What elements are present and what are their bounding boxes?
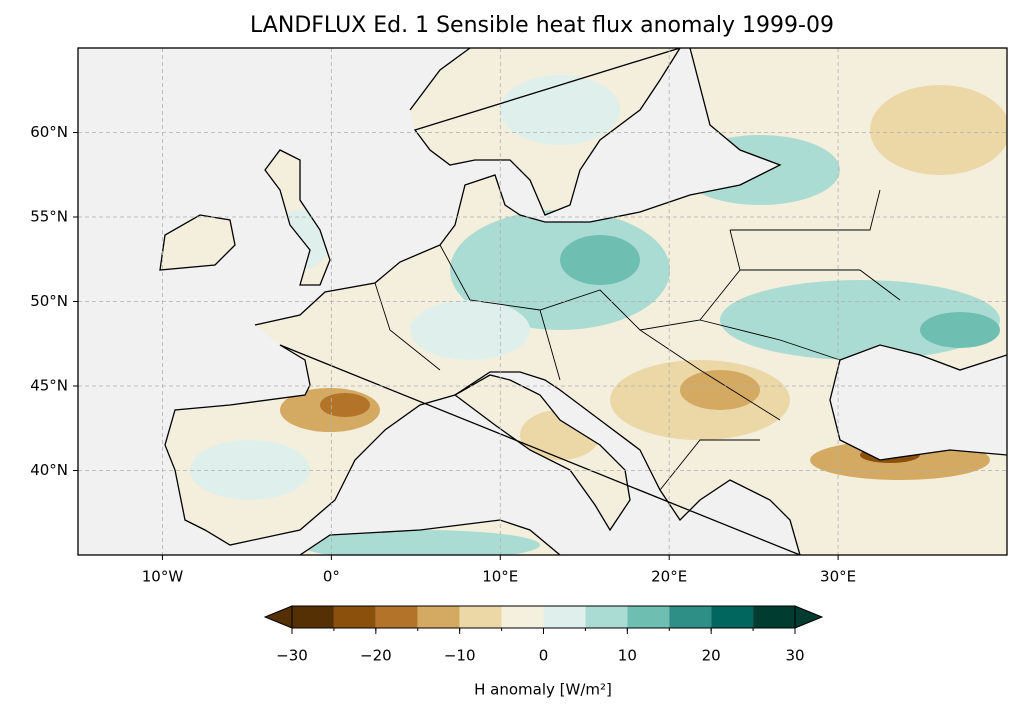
colorbar-segment <box>333 606 376 628</box>
colorbar-tick-label: 10 <box>618 647 637 665</box>
colorbar-tick-label: 20 <box>702 647 721 665</box>
colorbar-segment <box>711 606 754 628</box>
colorbar-segment <box>585 606 628 628</box>
x-tick-label: 30°E <box>820 568 856 586</box>
colorbar-segment <box>292 606 334 628</box>
colorbar-extend-min <box>263 605 293 629</box>
colorbar-segment <box>417 606 460 628</box>
colorbar-segment <box>459 606 502 628</box>
colorbar-segment <box>669 606 712 628</box>
colorbar-tick-label: −10 <box>444 647 476 665</box>
y-tick-label: 40°N <box>30 461 68 479</box>
colorbar-tick-label: 0 <box>539 647 549 665</box>
colorbar-tick-label: 30 <box>785 647 804 665</box>
colorbar-segment <box>543 606 586 628</box>
colorbar-segment <box>627 606 670 628</box>
y-tick-label: 50°N <box>30 292 68 310</box>
chart-title: LANDFLUX Ed. 1 Sensible heat flux anomal… <box>250 13 834 38</box>
colorbar-segment <box>375 606 418 628</box>
y-tick-label: 55°N <box>30 208 68 226</box>
colorbar-label: H anomaly [W/m²] <box>474 681 612 699</box>
colorbar-tick-label: −30 <box>276 647 308 665</box>
y-tick-label: 45°N <box>30 377 68 395</box>
x-tick-label: 10°E <box>482 568 518 586</box>
colorbar-tick-label: −20 <box>360 647 392 665</box>
colorbar-segment <box>501 606 544 628</box>
x-tick-label: 0° <box>323 568 340 586</box>
y-tick-label: 60°N <box>30 123 68 141</box>
x-tick-label: 10°W <box>142 568 184 586</box>
grid <box>78 48 1007 555</box>
colorbar-extend-max <box>794 605 824 629</box>
colorbar-segment <box>753 606 795 628</box>
x-tick-label: 20°E <box>651 568 687 586</box>
